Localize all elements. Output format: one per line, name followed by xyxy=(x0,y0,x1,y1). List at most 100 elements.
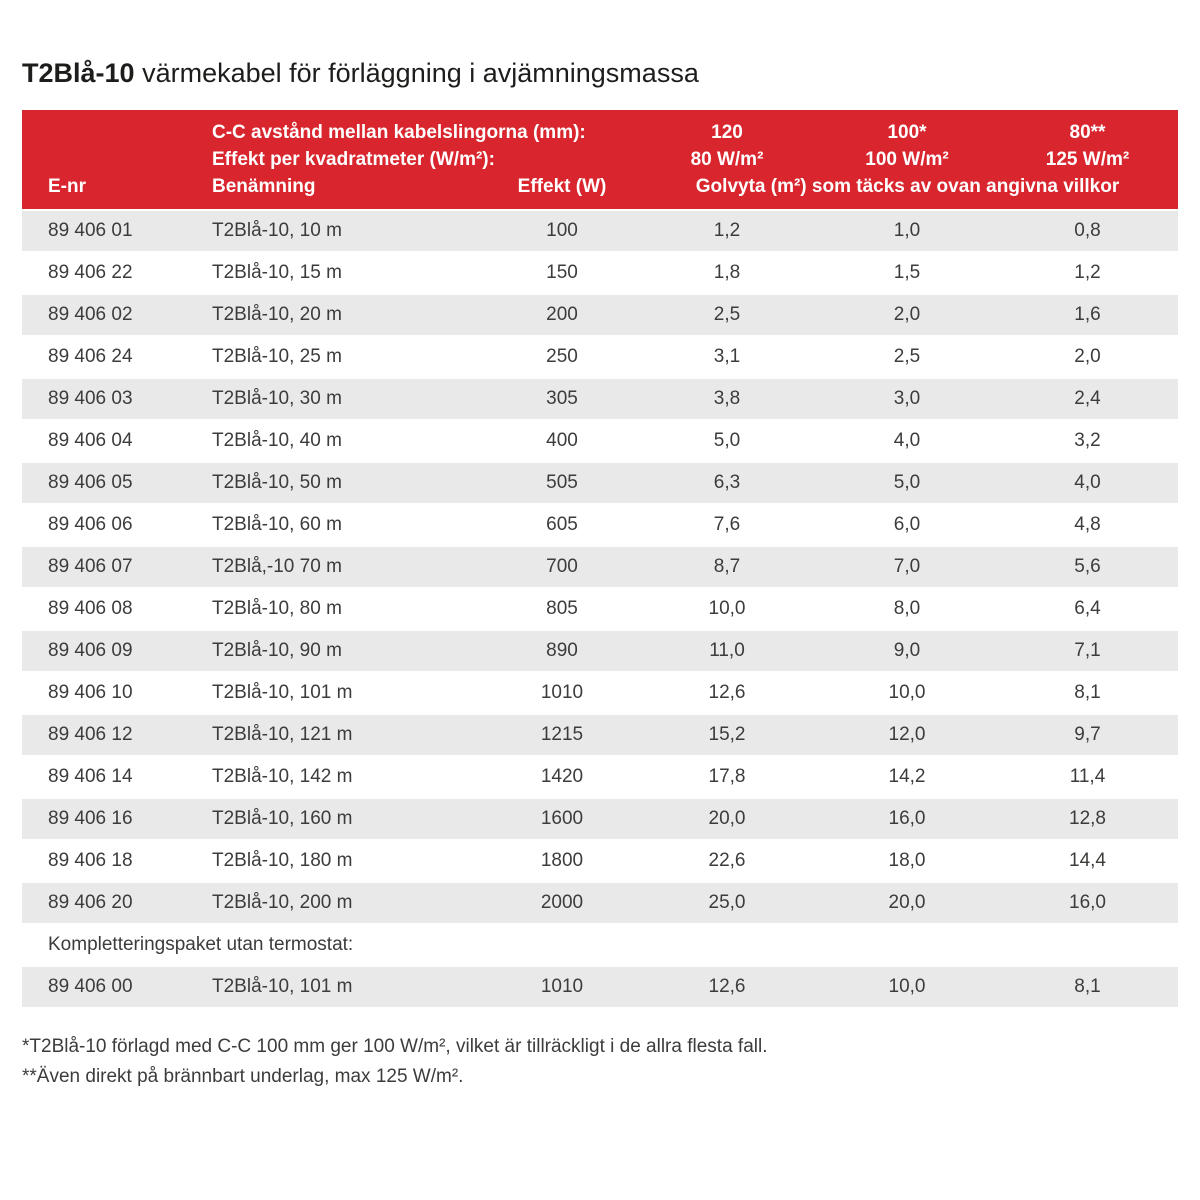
cell-golvyta-80: 14,4 xyxy=(997,840,1178,883)
cell-golvyta-120: 3,1 xyxy=(637,336,817,379)
cell-golvyta-120: 12,6 xyxy=(637,966,817,1009)
cell-golvyta-100: 18,0 xyxy=(817,840,997,883)
cell-golvyta-120: 2,5 xyxy=(637,294,817,337)
table-row: 89 406 03 T2Blå-10, 30 m 305 3,8 3,0 2,4 xyxy=(22,378,1178,421)
cell-golvyta-100: 10,0 xyxy=(817,672,997,715)
cell-golvyta-120: 17,8 xyxy=(637,756,817,799)
cell-golvyta-120: 1,2 xyxy=(637,210,817,253)
cell-enr: 89 406 24 xyxy=(22,336,197,379)
cell-golvyta-120: 12,6 xyxy=(637,672,817,715)
cell-benamning: T2Blå,-10 70 m xyxy=(197,546,487,589)
cell-effekt: 1800 xyxy=(487,840,637,883)
header-row-columns: E-nr Benämning Effekt (W) Golvyta (m²) s… xyxy=(22,173,1178,211)
cell-golvyta-80: 11,4 xyxy=(997,756,1178,799)
table-row: 89 406 04 T2Blå-10, 40 m 400 5,0 4,0 3,2 xyxy=(22,420,1178,463)
column-header-golvyta: Golvyta (m²) som täcks av ovan angivna v… xyxy=(637,173,1178,211)
table-body: 89 406 01 T2Blå-10, 10 m 100 1,2 1,0 0,8… xyxy=(22,210,1178,1009)
cell-effekt: 2000 xyxy=(487,882,637,925)
cell-golvyta-80: 5,6 xyxy=(997,546,1178,589)
cell-golvyta-80: 8,1 xyxy=(997,672,1178,715)
power-value-125: 125 W/m² xyxy=(997,146,1178,173)
table-row: 89 406 22 T2Blå-10, 15 m 150 1,8 1,5 1,2 xyxy=(22,252,1178,295)
cell-golvyta-80: 12,8 xyxy=(997,798,1178,841)
cell-golvyta-120: 8,7 xyxy=(637,546,817,589)
cell-enr: 89 406 07 xyxy=(22,546,197,589)
cell-golvyta-80: 1,2 xyxy=(997,252,1178,295)
table-row: 89 406 02 T2Blå-10, 20 m 200 2,5 2,0 1,6 xyxy=(22,294,1178,337)
cell-enr: 89 406 03 xyxy=(22,378,197,421)
cell-golvyta-120: 7,6 xyxy=(637,504,817,547)
table-row: 89 406 00 T2Blå-10, 101 m 1010 12,6 10,0… xyxy=(22,966,1178,1009)
cell-golvyta-100: 3,0 xyxy=(817,378,997,421)
cell-golvyta-80: 6,4 xyxy=(997,588,1178,631)
cell-golvyta-120: 22,6 xyxy=(637,840,817,883)
cell-effekt: 305 xyxy=(487,378,637,421)
cell-golvyta-80: 0,8 xyxy=(997,210,1178,253)
cell-effekt: 890 xyxy=(487,630,637,673)
cell-benamning: T2Blå-10, 30 m xyxy=(197,378,487,421)
cell-benamning: T2Blå-10, 101 m xyxy=(197,966,487,1009)
header-spacer xyxy=(22,110,197,146)
cell-enr: 89 406 20 xyxy=(22,882,197,925)
cell-golvyta-100: 2,5 xyxy=(817,336,997,379)
cell-golvyta-80: 2,0 xyxy=(997,336,1178,379)
cell-effekt: 150 xyxy=(487,252,637,295)
cell-golvyta-100: 20,0 xyxy=(817,882,997,925)
cell-enr: 89 406 00 xyxy=(22,966,197,1009)
cell-enr: 89 406 18 xyxy=(22,840,197,883)
cell-effekt: 605 xyxy=(487,504,637,547)
cell-golvyta-100: 9,0 xyxy=(817,630,997,673)
power-value-100: 100 W/m² xyxy=(817,146,997,173)
table-row: 89 406 14 T2Blå-10, 142 m 1420 17,8 14,2… xyxy=(22,756,1178,799)
cell-effekt: 100 xyxy=(487,210,637,253)
header-spacer xyxy=(22,146,197,173)
cell-benamning: T2Blå-10, 20 m xyxy=(197,294,487,337)
table-row: 89 406 07 T2Blå,-10 70 m 700 8,7 7,0 5,6 xyxy=(22,546,1178,589)
cell-benamning: T2Blå-10, 80 m xyxy=(197,588,487,631)
cell-golvyta-80: 16,0 xyxy=(997,882,1178,925)
table-row: 89 406 20 T2Blå-10, 200 m 2000 25,0 20,0… xyxy=(22,882,1178,925)
cell-golvyta-120: 25,0 xyxy=(637,882,817,925)
cell-effekt: 1215 xyxy=(487,714,637,757)
cell-enr: 89 406 04 xyxy=(22,420,197,463)
cell-enr: 89 406 05 xyxy=(22,462,197,505)
footnote-flammable-base: **Även direkt på brännbart underlag, max… xyxy=(22,1066,464,1087)
cell-effekt: 1010 xyxy=(487,672,637,715)
cell-golvyta-120: 3,8 xyxy=(637,378,817,421)
cell-effekt: 200 xyxy=(487,294,637,337)
cc-value-80: 80** xyxy=(997,110,1178,146)
power-value-80: 80 W/m² xyxy=(637,146,817,173)
cell-enr: 89 406 02 xyxy=(22,294,197,337)
cell-golvyta-120: 11,0 xyxy=(637,630,817,673)
cell-golvyta-80: 2,4 xyxy=(997,378,1178,421)
footnotes: *T2Blå-10 förlagd med C-C 100 mm ger 100… xyxy=(22,1032,1178,1092)
cc-distance-label: C-C avstånd mellan kabelslingorna (mm): xyxy=(197,110,637,146)
cell-enr: 89 406 16 xyxy=(22,798,197,841)
header-row-power: Effekt per kvadratmeter (W/m²): 80 W/m² … xyxy=(22,146,1178,173)
cell-enr: 89 406 06 xyxy=(22,504,197,547)
cc-value-120: 120 xyxy=(637,110,817,146)
cell-golvyta-80: 1,6 xyxy=(997,294,1178,337)
cell-benamning: T2Blå-10, 90 m xyxy=(197,630,487,673)
cell-effekt: 805 xyxy=(487,588,637,631)
cell-effekt: 400 xyxy=(487,420,637,463)
cell-golvyta-80: 7,1 xyxy=(997,630,1178,673)
column-header-enr: E-nr xyxy=(22,173,197,211)
table-header: C-C avstånd mellan kabelslingorna (mm): … xyxy=(22,110,1178,211)
cell-golvyta-120: 6,3 xyxy=(637,462,817,505)
page-title: T2Blå-10 värmekabel för förläggning i av… xyxy=(22,58,1178,89)
table-row: 89 406 05 T2Blå-10, 50 m 505 6,3 5,0 4,0 xyxy=(22,462,1178,505)
cell-enr: 89 406 10 xyxy=(22,672,197,715)
cell-golvyta-100: 16,0 xyxy=(817,798,997,841)
power-per-sqm-label: Effekt per kvadratmeter (W/m²): xyxy=(197,146,637,173)
cell-benamning: T2Blå-10, 60 m xyxy=(197,504,487,547)
cell-golvyta-100: 5,0 xyxy=(817,462,997,505)
cell-enr: 89 406 01 xyxy=(22,210,197,253)
cell-benamning: T2Blå-10, 160 m xyxy=(197,798,487,841)
cell-enr: 89 406 08 xyxy=(22,588,197,631)
cell-golvyta-80: 9,7 xyxy=(997,714,1178,757)
table-row: 89 406 09 T2Blå-10, 90 m 890 11,0 9,0 7,… xyxy=(22,630,1178,673)
cell-effekt: 1600 xyxy=(487,798,637,841)
table-row: 89 406 10 T2Blå-10, 101 m 1010 12,6 10,0… xyxy=(22,672,1178,715)
cell-effekt: 1010 xyxy=(487,966,637,1009)
